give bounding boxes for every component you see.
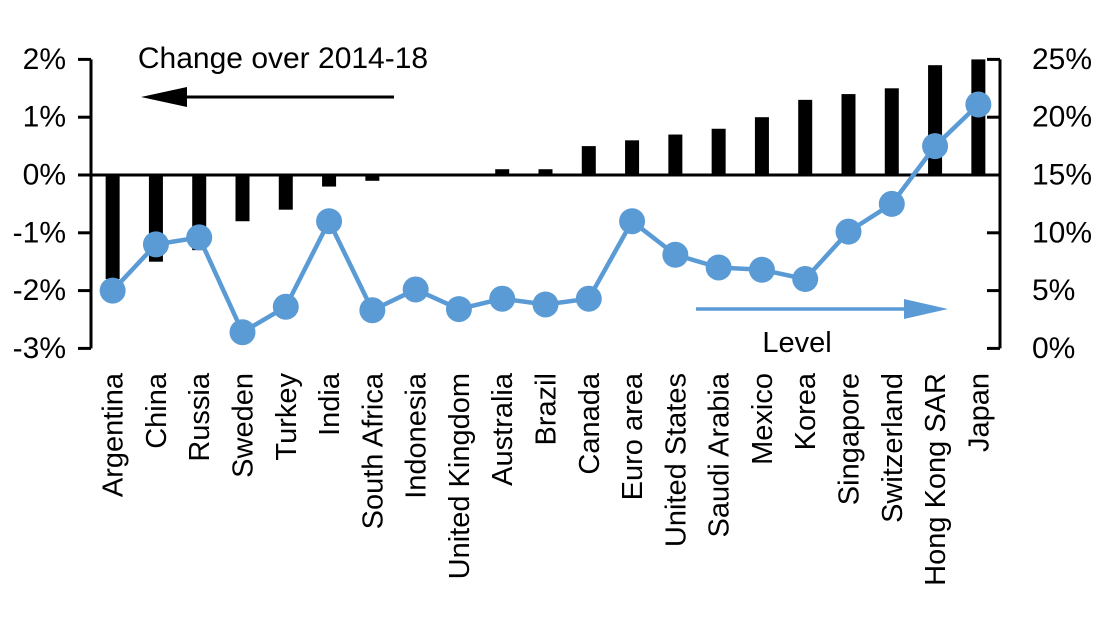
bar-saudi-arabia bbox=[711, 128, 726, 175]
level-marker-hong-kong-sar bbox=[922, 133, 949, 160]
right-axis-tick-label: 0% bbox=[1032, 332, 1075, 365]
category-label-switzerland: Switzerland bbox=[877, 373, 909, 523]
bar-turkey bbox=[278, 175, 293, 210]
bar-sweden bbox=[235, 175, 250, 222]
level-marker-indonesia bbox=[402, 276, 429, 303]
left-axis-tick-label: 0% bbox=[23, 159, 66, 192]
category-label-euro-area: Euro area bbox=[617, 372, 649, 500]
left-axis-tick-label: -3% bbox=[13, 332, 66, 365]
category-label-japan: Japan bbox=[963, 373, 995, 452]
level-marker-canada bbox=[575, 285, 602, 312]
level-marker-india bbox=[316, 208, 343, 235]
bar-australia bbox=[495, 169, 510, 175]
category-label-singapore: Singapore bbox=[834, 373, 866, 505]
level-marker-euro-area bbox=[619, 208, 646, 235]
bars-group bbox=[105, 59, 986, 280]
left-axis-tick-label: -1% bbox=[13, 216, 66, 249]
category-label-indonesia: Indonesia bbox=[401, 372, 433, 499]
annotations-group: Change over 2014-18 Level bbox=[138, 42, 948, 359]
category-label-united-kingdom: United Kingdom bbox=[444, 373, 476, 579]
level-marker-russia bbox=[186, 224, 213, 251]
bar-argentina bbox=[105, 175, 120, 280]
level-marker-argentina bbox=[99, 277, 126, 304]
category-label-argentina: Argentina bbox=[98, 372, 130, 497]
category-label-turkey: Turkey bbox=[271, 373, 303, 461]
axes-group: 2% 1% 0% -1% -2% -3% 25% 20% 15% 10% 5% 0% bbox=[13, 43, 1092, 365]
level-marker-south-africa bbox=[359, 297, 386, 324]
category-label-hong-kong-sar: Hong Kong SAR bbox=[920, 373, 952, 586]
category-label-russia: Russia bbox=[184, 372, 216, 462]
category-label-sweden: Sweden bbox=[228, 373, 260, 478]
right-axis-tick-label: 25% bbox=[1032, 43, 1092, 76]
category-label-brazil: Brazil bbox=[531, 373, 563, 446]
level-marker-korea bbox=[792, 266, 819, 293]
level-marker-china bbox=[142, 231, 169, 258]
right-axis-tick-label: 10% bbox=[1032, 216, 1092, 249]
category-label-united-states: United States bbox=[660, 373, 692, 547]
right-axis-tick-label: 15% bbox=[1032, 159, 1092, 192]
bar-united-states bbox=[668, 134, 683, 175]
level-marker-united-kingdom bbox=[445, 296, 472, 323]
bar-mexico bbox=[754, 117, 769, 175]
category-label-south-africa: South Africa bbox=[357, 372, 389, 529]
bar-series-annotation-text: Change over 2014-18 bbox=[138, 42, 428, 75]
left-axis-tick-label: 2% bbox=[23, 43, 66, 76]
left-axis-tick-label: -2% bbox=[13, 274, 66, 307]
bar-euro-area bbox=[625, 140, 640, 175]
level-marker-brazil bbox=[532, 291, 559, 318]
bar-india bbox=[322, 175, 337, 187]
category-label-australia: Australia bbox=[487, 372, 519, 486]
line-group bbox=[99, 91, 992, 346]
level-marker-australia bbox=[489, 285, 516, 312]
bar-canada bbox=[581, 146, 596, 175]
level-marker-mexico bbox=[748, 256, 775, 283]
right-arrow-head bbox=[904, 299, 948, 319]
left-axis-tick-label: 1% bbox=[23, 101, 66, 134]
category-label-korea: Korea bbox=[790, 372, 822, 450]
left-arrow-head bbox=[141, 87, 187, 107]
category-label-india: India bbox=[314, 372, 346, 436]
level-marker-switzerland bbox=[878, 190, 905, 217]
bar-brazil bbox=[538, 169, 553, 175]
bar-singapore bbox=[841, 94, 856, 175]
level-marker-japan bbox=[965, 91, 992, 118]
level-marker-singapore bbox=[835, 218, 862, 245]
right-axis-tick-label: 20% bbox=[1032, 101, 1092, 134]
category-label-canada: Canada bbox=[574, 372, 606, 474]
bar-south-africa bbox=[365, 175, 380, 181]
level-marker-saudi-arabia bbox=[705, 254, 732, 281]
level-marker-united-states bbox=[662, 241, 689, 268]
right-axis-tick-label: 5% bbox=[1032, 274, 1075, 307]
level-marker-sweden bbox=[229, 319, 256, 346]
category-label-china: China bbox=[141, 372, 173, 449]
category-label-mexico: Mexico bbox=[747, 373, 779, 465]
line-series-annotation-text: Level bbox=[762, 327, 831, 359]
bar-korea bbox=[798, 99, 813, 175]
level-marker-turkey bbox=[272, 293, 299, 320]
category-label-saudi-arabia: Saudi Arabia bbox=[704, 372, 736, 537]
category-labels-group: Argentina China Russia Sweden Turkey India Sou… bbox=[98, 372, 996, 586]
bar-switzerland bbox=[884, 88, 899, 175]
